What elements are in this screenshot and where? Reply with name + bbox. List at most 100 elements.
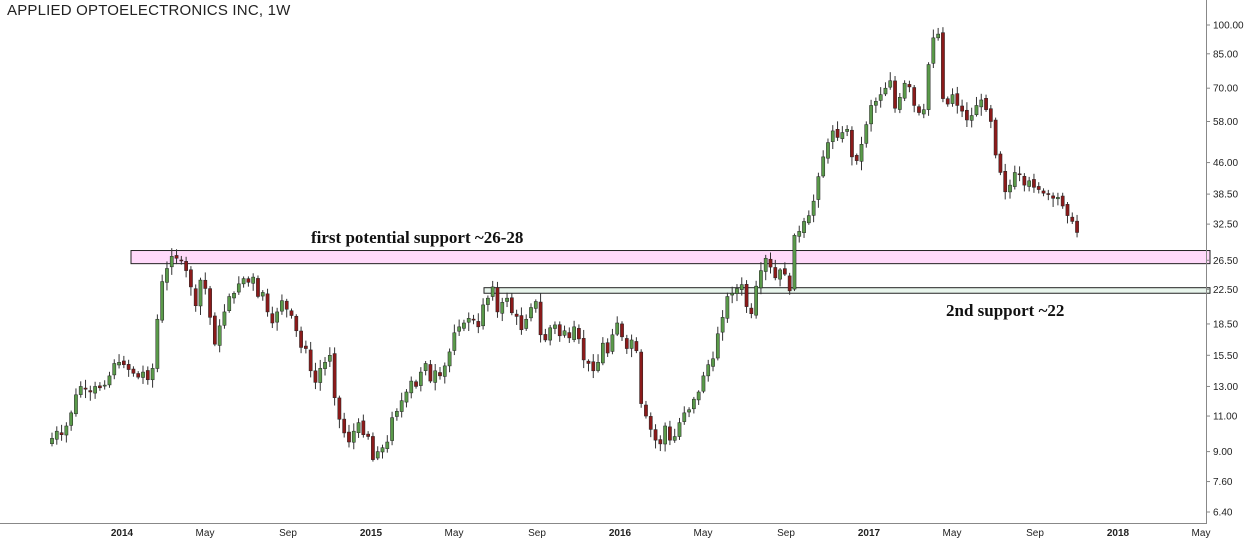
- candle-down: [313, 370, 318, 383]
- candle-down: [988, 108, 993, 122]
- candle-up: [418, 371, 423, 386]
- candle-up: [457, 326, 461, 332]
- candle-down: [543, 334, 548, 341]
- y-tick-label: 6.40: [1213, 508, 1233, 519]
- candle-up: [102, 384, 107, 387]
- candle-up: [720, 317, 725, 333]
- candle-up: [251, 276, 256, 284]
- candle-up: [715, 333, 720, 359]
- candle-down: [256, 278, 260, 297]
- x-tick-label: 2014: [111, 528, 134, 539]
- candle-down: [648, 416, 653, 430]
- candle-up: [596, 362, 600, 371]
- candle-down: [912, 87, 917, 106]
- candle-up: [802, 221, 806, 233]
- candle-down: [835, 129, 840, 138]
- candle-up: [730, 292, 735, 296]
- candle-up: [921, 109, 926, 115]
- candle-up: [395, 411, 399, 417]
- candle-up: [830, 130, 835, 142]
- candle-down: [1051, 195, 1055, 199]
- candle-down: [965, 109, 969, 121]
- candle-up: [356, 422, 361, 434]
- candle-up: [845, 129, 849, 132]
- first-support-zone: [130, 250, 1211, 265]
- candle-up: [615, 322, 620, 335]
- candle-up: [524, 318, 529, 329]
- candle-down: [917, 106, 921, 113]
- candle-up: [1056, 197, 1060, 200]
- candle-down: [509, 297, 514, 314]
- candle-up: [78, 386, 83, 395]
- candle-down: [361, 420, 366, 435]
- x-tick-label: 2015: [360, 528, 383, 539]
- candle-up: [806, 215, 811, 224]
- candle-up: [69, 412, 74, 426]
- y-tick-label: 32.50: [1213, 220, 1238, 231]
- candle-up: [692, 398, 696, 410]
- x-tick-label: May: [694, 528, 713, 539]
- candle-down: [773, 267, 778, 279]
- candle-up: [888, 80, 893, 88]
- candle-up: [500, 302, 505, 314]
- y-tick-label: 85.00: [1213, 49, 1238, 60]
- candle-down: [1022, 176, 1027, 186]
- candle-up: [878, 94, 883, 101]
- candle-down: [998, 153, 1003, 173]
- candle-down: [639, 351, 644, 404]
- y-tick-label: 13.00: [1213, 382, 1238, 393]
- candle-up: [572, 326, 576, 340]
- candle-up: [672, 436, 677, 441]
- candle-down: [179, 259, 184, 262]
- candle-up: [701, 375, 706, 392]
- y-tick-label: 38.50: [1213, 190, 1238, 201]
- y-axis-ticks: 100.00 85.00 70.00 58.00 46.00 38.50 32.50 26.5…: [1206, 21, 1244, 519]
- candle-down: [653, 429, 658, 441]
- candle-down: [136, 373, 141, 378]
- candle-up: [974, 105, 979, 116]
- candle-down: [624, 338, 629, 349]
- candle-up: [926, 64, 931, 110]
- candle-up: [969, 115, 974, 121]
- candle-down: [620, 323, 624, 338]
- candle-down: [366, 433, 370, 437]
- candle-down: [438, 372, 442, 377]
- candle-up: [423, 363, 428, 371]
- candle-down: [581, 338, 586, 361]
- candle-down: [984, 98, 988, 110]
- candle-up: [165, 268, 169, 283]
- candle-down: [519, 315, 524, 331]
- candle-up: [375, 451, 380, 459]
- x-axis-ticks: 2014 May Sep 2015 May Sep 2016 May Sep 2017 May Sep…: [111, 528, 1211, 539]
- candle-up: [811, 200, 816, 216]
- candle-down: [749, 307, 754, 314]
- candle-up: [241, 278, 246, 285]
- candle-up: [553, 324, 557, 329]
- candle-down: [907, 84, 912, 88]
- candle-up: [275, 311, 279, 323]
- candle-down: [189, 269, 193, 288]
- candle-up: [64, 425, 69, 436]
- candle-up: [466, 318, 471, 323]
- candle-down: [342, 418, 347, 434]
- candle-up: [505, 297, 509, 302]
- y-tick-label: 18.50: [1213, 319, 1238, 330]
- candle-up: [160, 281, 165, 321]
- candle-up: [677, 422, 682, 437]
- candle-up: [797, 231, 802, 237]
- candle-up: [754, 285, 758, 316]
- candle-down: [304, 345, 308, 349]
- candle-up: [735, 288, 739, 294]
- candle-down: [960, 105, 964, 112]
- candle-up: [260, 292, 265, 297]
- second-support-zone: [483, 287, 1211, 294]
- candle-up: [150, 368, 155, 381]
- candle-up: [280, 300, 284, 312]
- candle-down: [299, 330, 303, 348]
- candle-up: [323, 362, 327, 369]
- x-tick-label: Sep: [528, 528, 546, 539]
- candle-up: [1027, 180, 1032, 187]
- candle-up: [385, 441, 390, 449]
- candle-up: [141, 371, 145, 378]
